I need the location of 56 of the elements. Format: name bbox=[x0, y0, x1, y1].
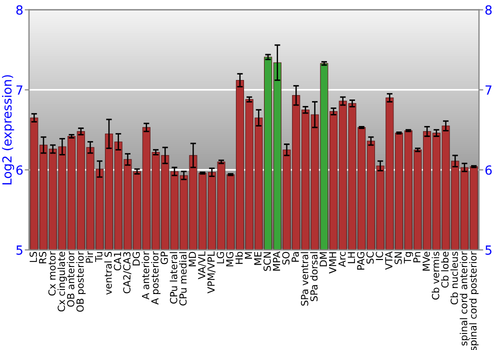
x-tick-label: SO bbox=[282, 252, 290, 264]
x-tick-label: M bbox=[244, 252, 252, 259]
x-tick-label: MG bbox=[226, 252, 234, 266]
x-tick-label: Pa bbox=[292, 252, 299, 262]
x-tick-label: ME bbox=[254, 252, 262, 265]
y-tick-label: 8 bbox=[16, 5, 23, 15]
x-tick-label: A posterior bbox=[151, 251, 160, 305]
x-tick-label: Arc bbox=[338, 252, 346, 267]
y-tick-label: 6 bbox=[16, 165, 23, 175]
x-tick-label: DM bbox=[320, 252, 327, 266]
y2-tick-label: 7 bbox=[486, 85, 492, 95]
x-tick-label: Cb nucleus bbox=[450, 252, 458, 304]
y-tick-label: 7 bbox=[16, 85, 22, 95]
x-tick-label: Pir bbox=[86, 251, 93, 263]
x-tick-label: LS bbox=[30, 252, 37, 262]
x-tick-label: LH bbox=[348, 252, 355, 264]
x-tick-label: Tu bbox=[95, 252, 102, 262]
x-tick-label: GP bbox=[160, 252, 168, 264]
x-tick-label: CA2/CA3 bbox=[123, 252, 132, 294]
x-tick-label: MPA bbox=[272, 251, 280, 271]
x-tick-label: SPa ventral bbox=[300, 252, 308, 306]
x-tick-label: SC bbox=[366, 252, 374, 264]
x-tick-label: IC bbox=[376, 252, 384, 260]
x-tick-label: Tg bbox=[404, 252, 414, 264]
x-tick-label: Cx cingulate bbox=[58, 252, 67, 312]
y2-tick-label: 8 bbox=[485, 5, 492, 15]
x-tick-label: VTA bbox=[385, 251, 392, 270]
x-tick-label: OB posterior bbox=[76, 251, 86, 312]
x-tick-label: CPu lateral bbox=[170, 252, 178, 304]
y2-tick-label: 6 bbox=[485, 165, 492, 175]
x-tick-label: PAG bbox=[357, 252, 364, 270]
x-tick-label: VA/VL bbox=[198, 251, 206, 280]
x-tick-label: VPM/VPL bbox=[207, 251, 216, 294]
x-tick-label: VMH bbox=[329, 252, 336, 274]
x-tick-label: MD bbox=[188, 252, 196, 266]
x-tick-label: Cb lobe bbox=[441, 252, 449, 288]
y-axis-title: Log2 (expression) bbox=[2, 75, 14, 184]
x-tick-label: MVe bbox=[422, 252, 430, 271]
y-tick-label: 5 bbox=[16, 246, 22, 255]
x-tick-label: RS bbox=[38, 252, 46, 264]
x-tick-label: DG bbox=[132, 252, 140, 266]
x-tick-label: A anterior bbox=[142, 251, 150, 300]
x-tick-label: Pn bbox=[413, 252, 420, 262]
x-tick-label: OB anterior bbox=[66, 251, 74, 307]
x-tick-label: LG bbox=[216, 252, 224, 264]
x-tick-label: SN bbox=[394, 252, 402, 264]
x-tick-label: CPu medial bbox=[179, 252, 187, 306]
y2-tick-label: 5 bbox=[486, 246, 492, 255]
x-tick-label: CA1 bbox=[114, 252, 122, 270]
x-tick-label: ventral S bbox=[104, 252, 112, 295]
x-tick-label: Cx motor bbox=[48, 251, 56, 296]
x-tick-label: SCN bbox=[264, 252, 271, 271]
x-tick-label: spinal cord anterior bbox=[460, 251, 470, 346]
x-tick-label: SPa dorsal bbox=[310, 252, 318, 302]
x-tick-label: Hb bbox=[235, 252, 243, 264]
x-tick-label: Cb vermis bbox=[432, 252, 440, 300]
